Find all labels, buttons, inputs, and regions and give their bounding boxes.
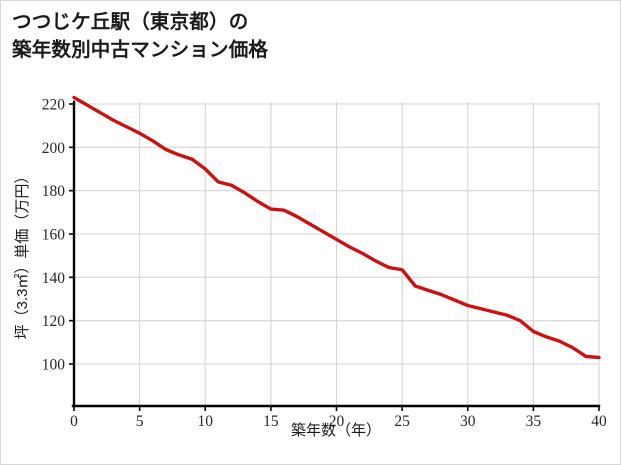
y-axis-ticks: 100 120 140 160 180 200 220 <box>42 97 74 374</box>
x-tick-label: 15 <box>263 413 279 430</box>
x-tick-label: 10 <box>198 413 214 430</box>
y-axis-title: 坪（3.3㎡）単価（万円） <box>14 169 31 340</box>
x-axis-ticks: 0 5 10 15 20 25 30 35 40 <box>70 406 607 430</box>
chart-title-text: つつじケ丘駅（東京都）の 築年数別中古マンション価格 <box>12 11 269 61</box>
x-gridlines <box>139 102 600 406</box>
price-line <box>72 95 601 360</box>
y-tick-label: 200 <box>42 140 66 157</box>
x-tick-label: 25 <box>394 413 410 430</box>
y-tick-label: 100 <box>42 357 66 374</box>
x-tick-label: 30 <box>460 413 476 430</box>
x-tick-label: 40 <box>591 413 607 430</box>
y-tick-label: 160 <box>42 227 66 244</box>
x-tick-label: 35 <box>526 413 542 430</box>
y-tick-label: 220 <box>42 97 66 114</box>
y-tick-label: 180 <box>42 183 66 200</box>
x-tick-label: 5 <box>136 413 144 430</box>
page-title: つつじケ丘駅（東京都）の 築年数別中古マンション価格 <box>12 9 572 64</box>
x-tick-label: 20 <box>329 413 345 430</box>
x-axis-title: 築年数（年） <box>291 421 381 439</box>
y-tick-label: 120 <box>42 313 66 330</box>
y-tick-label: 140 <box>42 270 66 287</box>
x-tick-label: 0 <box>70 413 78 430</box>
data-series-group <box>72 95 601 360</box>
